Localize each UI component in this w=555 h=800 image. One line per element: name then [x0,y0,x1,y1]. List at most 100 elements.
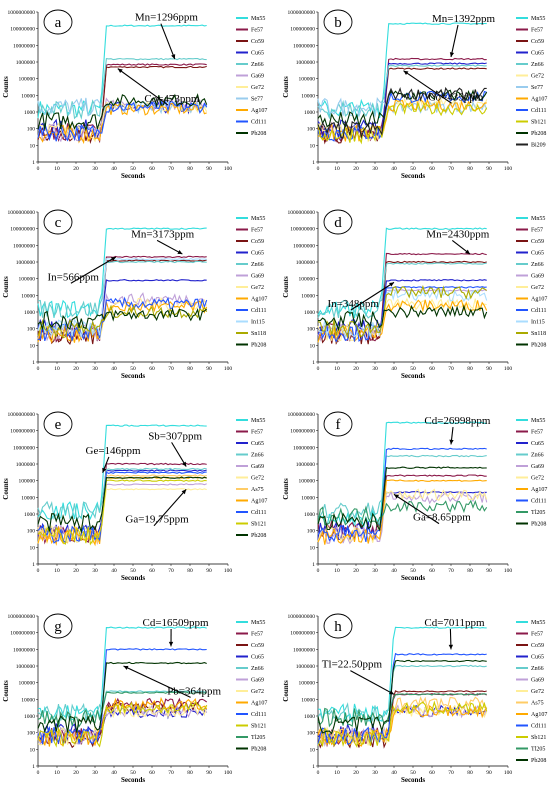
y-tick-label: 100000 [299,277,316,283]
x-axis-label: Seconds [401,372,425,380]
panel-d: 1101001000100001000001000000100000001000… [282,209,547,380]
annotation-arrowhead [449,439,454,445]
x-axis-label: Seconds [121,172,145,180]
x-tick-label: 20 [353,568,359,574]
y-tick-label: 1000000 [296,462,316,468]
series-line-Cd111 [37,100,208,142]
x-tick-label: 70 [448,166,454,172]
series-line-Pb208 [37,476,207,534]
legend-entry: Ag107 [251,297,267,303]
legend-entry: Sn118 [251,331,266,337]
panel-h: 1101001000100001000001000000100000001000… [282,613,547,784]
series-line-Ag107 [37,696,208,747]
series-line-Cu65 [37,469,207,542]
legend-entry: Mn55 [251,620,265,626]
legend-entry: Zn66 [251,666,264,672]
y-tick-label: 1000000000 [288,412,316,418]
annotation-arrowhead [171,54,176,60]
x-tick-label: 60 [429,166,435,172]
legend-entry: Co59 [531,39,544,45]
x-tick-label: 40 [391,568,397,574]
panel-label-circle [43,613,73,639]
legend-entry: Ge72 [531,285,544,291]
y-tick-label: 1000000 [16,664,36,670]
x-tick-label: 60 [429,770,435,776]
y-tick-label: 100000 [299,77,316,83]
legend-entry: Cu65 [531,441,544,447]
legend-entry: Fe57 [531,632,543,638]
series-line-Pb208 [317,659,487,735]
x-tick-label: 90 [486,166,492,172]
series-line-Cd111 [37,296,208,342]
panel-a: 1101001000100001000001000000100000001000… [2,9,267,180]
annotation: Mn=2430ppm [426,228,489,240]
panel-g: 1101001000100001000001000000100000001000… [2,613,267,784]
y-tick-label: 1000 [24,714,35,720]
x-tick-label: 100 [224,166,233,172]
x-tick-label: 60 [429,568,435,574]
x-tick-label: 70 [448,770,454,776]
y-tick-label: 100000 [19,681,36,687]
annotation: In=348ppm [328,298,380,310]
y-tick-label: 100000 [299,681,316,687]
legend-entry: Pb208 [531,131,546,137]
y-tick-label: 1000000000 [288,10,316,16]
x-tick-label: 60 [149,770,155,776]
x-tick-label: 70 [448,366,454,372]
annotation: Ga=19.75ppm [125,514,189,526]
y-tick-label: 10 [310,343,316,349]
y-tick-label: 10000000 [13,647,35,653]
x-tick-label: 30 [372,366,378,372]
y-tick-label: 10000000 [293,445,315,451]
x-tick-label: 30 [92,166,98,172]
x-tick-label: 10 [54,568,60,574]
legend-entry: Cu65 [251,51,264,57]
legend-entry: Pb208 [251,533,266,539]
y-tick-label: 100000000 [290,227,315,233]
legend-entry: Cd111 [531,308,547,314]
legend-entry: Mn55 [251,216,265,222]
y-tick-label: 100000000 [290,429,315,435]
legend-entry: Ge72 [251,285,264,291]
x-tick-label: 20 [73,166,79,172]
series-line-Fe57 [317,474,487,538]
y-tick-label: 1000000000 [8,614,36,620]
legend-entry: Cu65 [251,655,264,661]
annotation: Cd=26998ppm [424,415,491,427]
x-tick-label: 0 [317,770,320,776]
y-tick-label: 100 [307,127,316,133]
y-tick-label: 1000000 [296,60,316,66]
y-tick-label: 100000000 [290,631,315,637]
annotation: Mn=1392ppm [432,13,495,25]
x-tick-label: 40 [391,366,397,372]
legend-entry: Cu65 [531,251,544,257]
legend-entry: Cd111 [251,120,267,126]
x-tick-label: 40 [391,770,397,776]
annotation-arrowhead [117,68,123,74]
series-line-In115 [317,288,488,339]
legend-entry: Zn66 [251,62,264,68]
x-tick-label: 80 [467,366,473,372]
annotation-arrow [160,23,176,60]
x-axis-label: Seconds [401,172,425,180]
x-tick-label: 100 [504,770,513,776]
legend-entry: Zn66 [531,666,544,672]
series-line-Mn55 [37,227,207,319]
x-tick-label: 50 [410,770,416,776]
y-tick-label: 100000 [19,277,36,283]
annotation-arrowhead [102,467,107,473]
series-line-Cd111 [317,652,487,746]
y-axis-label: Counts [282,76,290,98]
legend-entry: Zn66 [251,262,264,268]
annotation-arrowhead [403,70,409,76]
x-axis-label: Seconds [121,574,145,582]
x-axis-label: Seconds [401,574,425,582]
series-line-Zn66 [317,64,487,120]
x-tick-label: 50 [130,366,136,372]
annotation-arrow [156,239,183,255]
series-line-Ag107 [37,101,207,145]
panel-label-circle [323,9,353,35]
x-tick-label: 20 [73,770,79,776]
legend-entry: Co59 [251,239,264,245]
x-tick-label: 40 [111,568,117,574]
